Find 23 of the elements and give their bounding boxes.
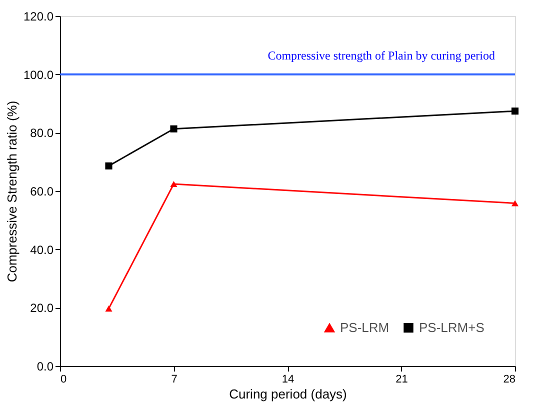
x-tick-label: 14 bbox=[282, 374, 294, 386]
y-tick-label: 40.0 bbox=[30, 242, 54, 257]
y-tick-label: 60.0 bbox=[30, 184, 54, 198]
point bbox=[170, 180, 178, 188]
legend-label: PS-LRM bbox=[340, 320, 390, 336]
y-tick-label: 120.0 bbox=[23, 10, 54, 24]
x-tick-label: 7 bbox=[171, 374, 178, 386]
y-tick-label: 100.0 bbox=[23, 68, 54, 82]
point bbox=[511, 108, 519, 115]
point bbox=[105, 305, 112, 312]
legend-label: PS-LRM+S bbox=[419, 320, 485, 335]
point bbox=[511, 200, 519, 206]
x-tick-label: 28 bbox=[503, 374, 516, 386]
y-tick-label: 80.0 bbox=[30, 126, 54, 140]
x-tick-label: 0 bbox=[60, 374, 67, 386]
y-axis-title: Compressive Strength ratio (%) bbox=[4, 100, 20, 282]
y-tick-label: 20.0 bbox=[30, 301, 54, 316]
x-tick-label: 21 bbox=[396, 374, 408, 386]
y-tick-label: 0.0 bbox=[36, 360, 54, 374]
point bbox=[105, 162, 112, 170]
point bbox=[170, 125, 178, 132]
x-axis-title: Curing period (days) bbox=[229, 386, 347, 402]
ref-line-label: Compressive strength of Plain by curing period bbox=[268, 48, 495, 62]
